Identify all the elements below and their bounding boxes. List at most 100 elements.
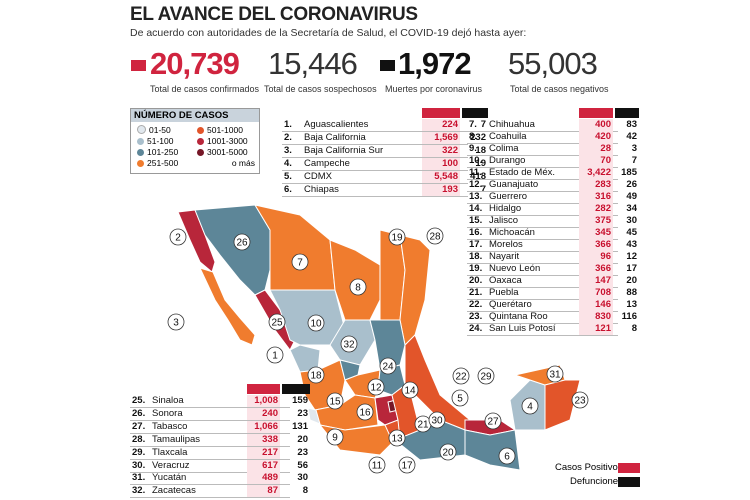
state-name: Michoacán [489, 227, 535, 238]
state-number: 10 [310, 319, 322, 330]
stat-label: Total de casos negativos [510, 84, 609, 94]
row-number: 24. [469, 323, 483, 334]
table-row: 11. Estado de Méx. 3,422 185 [467, 167, 637, 180]
deaths: 7 [631, 155, 637, 166]
row-number: 17. [469, 239, 483, 250]
row-number: 5. [284, 171, 292, 182]
cases: 87 [247, 485, 280, 498]
cases: 830 [579, 311, 613, 323]
row-number: 1. [284, 119, 292, 130]
label-circle [498, 447, 516, 465]
state-number: 31 [549, 370, 561, 381]
label-circle [477, 367, 495, 385]
row-number: 30. [132, 459, 146, 471]
stat-label: Total de casos confirmados [150, 84, 260, 94]
label-circle [233, 233, 251, 251]
stat-value: 1,972 [398, 46, 472, 81]
state-name: Nuevo León [489, 263, 541, 274]
row-number: 3. [284, 145, 292, 156]
label-circle [326, 392, 344, 410]
state-number: 3 [173, 318, 179, 329]
state-name: Jalisco [489, 215, 519, 226]
state-name: Chihuahua [489, 119, 535, 130]
table-row: 30. Veracruz 617 56 [130, 459, 308, 473]
label-circle [266, 346, 284, 364]
label-circle [379, 357, 397, 375]
deaths: 131 [292, 420, 308, 432]
state-number: 9 [332, 433, 338, 444]
stat-label: Muertes por coronavirus [385, 84, 483, 94]
legend-item: 501-1000 [207, 125, 243, 135]
cases: 345 [579, 227, 613, 239]
subtitle: De acuerdo con autoridades de la Secreta… [130, 27, 527, 39]
table-row: 7. Chihuahua 400 83 [467, 119, 637, 132]
state-number: 1 [272, 351, 278, 362]
label-circle [291, 253, 309, 271]
confirmed-square [131, 60, 146, 71]
header-cases [422, 108, 460, 118]
deaths-square [380, 60, 395, 71]
deaths: 185 [621, 167, 637, 178]
table-row: 31. Yucatán 489 30 [130, 472, 308, 486]
table-row: 3. Baja California Sur 322 18 [282, 145, 486, 158]
header-deaths [615, 108, 639, 118]
label-circle [368, 456, 386, 474]
state-number: 17 [401, 461, 413, 472]
header-cases [579, 108, 613, 118]
label-circle [388, 429, 406, 447]
legend-title: NÚMERO DE CASOS [131, 109, 259, 122]
cases: 3,422 [579, 167, 613, 179]
label-circle [367, 378, 385, 396]
deaths: 30 [297, 472, 308, 484]
cases: 366 [579, 263, 613, 275]
state-name: San Luis Potosí [489, 323, 556, 334]
row-number: 7. [469, 119, 477, 130]
table-row: 20. Oaxaca 147 20 [467, 275, 637, 288]
state [289, 344, 321, 373]
label-circle [268, 313, 286, 331]
row-number: 22. [469, 299, 483, 310]
label-circle [428, 411, 446, 429]
cases: 283 [579, 179, 613, 191]
legend-item: 3001-5000 [207, 147, 248, 157]
state-name: CDMX [304, 171, 332, 182]
key-cases: Casos Positivos [555, 462, 623, 473]
header-cases [247, 384, 280, 394]
state-number: 13 [391, 434, 403, 445]
label-circle [546, 365, 564, 383]
key-swatch [618, 477, 640, 487]
cases: 1,569 [422, 132, 460, 144]
deaths: 7 [480, 184, 486, 195]
deaths: 232 [470, 132, 486, 143]
row-number: 8. [469, 131, 477, 142]
state-number: 8 [355, 283, 361, 294]
cases: 338 [247, 433, 280, 446]
state [269, 289, 346, 346]
state-name: Coahuila [489, 131, 527, 142]
table-row: 4. Campeche 100 19 [282, 158, 486, 171]
stat-value: 55,003 [508, 46, 598, 81]
deaths: 26 [626, 179, 637, 190]
table-row: 27. Tabasco 1,066 131 [130, 420, 308, 434]
row-number: 13. [469, 191, 483, 202]
state [307, 407, 321, 425]
legend-item: 01-50 [149, 125, 171, 135]
table-row: 26. Sonora 240 23 [130, 407, 308, 421]
legend-item: 51-100 [147, 136, 174, 146]
table-row: 13. Guerrero 316 49 [467, 191, 637, 204]
cases: 193 [422, 184, 460, 196]
header-deaths [462, 108, 488, 118]
state-name: Baja California [304, 132, 366, 143]
table-row: 16. Michoacán 345 45 [467, 227, 637, 240]
label-circle [401, 381, 419, 399]
state-name: Nayarit [489, 251, 520, 262]
state-number: 28 [429, 232, 441, 243]
state-number: 11 [372, 461, 383, 472]
state-number: 26 [236, 238, 248, 249]
cases: 400 [579, 119, 613, 131]
state-name: Quintana Roo [489, 311, 548, 322]
label-circle [452, 367, 470, 385]
cases: 420 [579, 131, 613, 143]
state-number: 4 [527, 402, 533, 413]
table-row: 17. Morelos 366 43 [467, 239, 637, 252]
